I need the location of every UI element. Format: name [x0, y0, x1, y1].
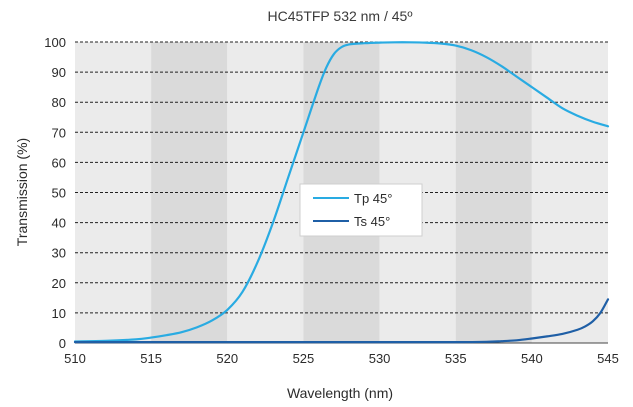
y-tick-label: 30 [52, 246, 66, 261]
x-tick-label: 535 [445, 351, 467, 366]
y-axis-label: Transmission (%) [14, 138, 30, 246]
y-tick-label: 70 [52, 125, 66, 140]
x-tick-label: 540 [521, 351, 543, 366]
y-tick-label: 40 [52, 216, 66, 231]
x-tick-label: 545 [597, 351, 619, 366]
legend: Tp 45° Ts 45° [299, 183, 423, 237]
background-band [151, 42, 228, 343]
x-axis-label: Wavelength (nm) [287, 385, 393, 401]
series-line-tp [73, 41, 610, 343]
x-tick-label: 530 [369, 351, 391, 366]
y-tick-label: 90 [52, 65, 66, 80]
x-tick-label: 515 [140, 351, 162, 366]
y-tick-label: 60 [52, 155, 66, 170]
y-tick-labels: 0 10 20 30 40 50 60 70 80 90 100 [44, 35, 66, 351]
y-tick-label: 100 [44, 35, 66, 50]
y-tick-label: 20 [52, 276, 66, 291]
series-lines [73, 41, 610, 344]
x-tick-label: 510 [64, 351, 86, 366]
legend-label-tp: Tp 45° [354, 191, 392, 206]
x-tick-label: 520 [216, 351, 238, 366]
x-tick-label: 525 [293, 351, 315, 366]
y-tick-label: 80 [52, 95, 66, 110]
legend-box [299, 183, 423, 237]
y-tick-label: 0 [59, 336, 66, 351]
y-tick-label: 50 [52, 186, 66, 201]
chart-title: HC45TFP 532 nm / 45º [268, 8, 413, 24]
x-tick-labels: 510 515 520 525 530 535 540 545 [64, 351, 619, 366]
background-band [455, 42, 532, 343]
y-tick-label: 10 [52, 306, 66, 321]
legend-label-ts: Ts 45° [354, 214, 390, 229]
series-line-ts [73, 298, 610, 344]
